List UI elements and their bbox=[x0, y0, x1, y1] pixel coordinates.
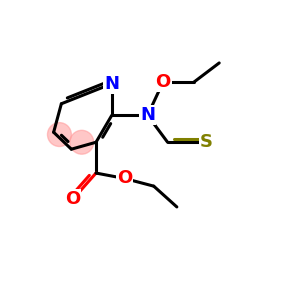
Text: O: O bbox=[155, 73, 171, 91]
Text: N: N bbox=[140, 106, 155, 124]
Circle shape bbox=[47, 123, 71, 146]
Text: O: O bbox=[65, 190, 80, 208]
Circle shape bbox=[70, 130, 94, 154]
Text: S: S bbox=[200, 133, 213, 151]
Text: O: O bbox=[117, 169, 132, 188]
Text: N: N bbox=[104, 75, 119, 93]
